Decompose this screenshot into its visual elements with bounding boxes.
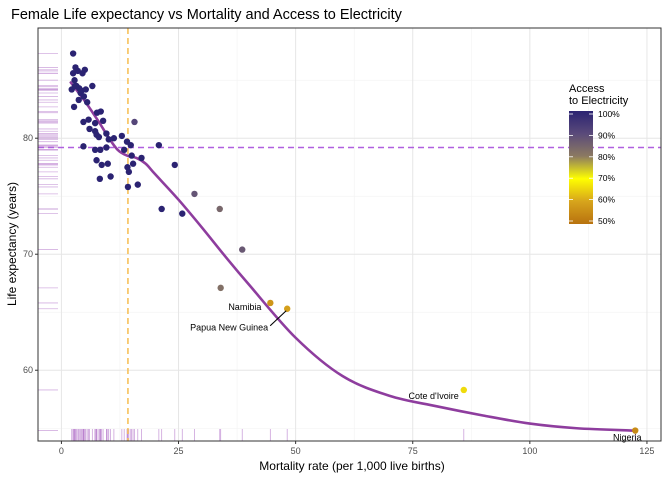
country-point — [632, 427, 639, 434]
country-point — [103, 144, 110, 151]
x-axis-title: Mortality rate (per 1,000 live births) — [259, 459, 444, 473]
country-point — [134, 181, 141, 188]
country-point — [138, 154, 145, 162]
country-point — [127, 141, 134, 149]
legend-label: 90% — [598, 130, 615, 140]
trend-curve — [69, 81, 635, 432]
x-tick-label: 0 — [59, 446, 64, 456]
country-point — [75, 96, 82, 104]
legend-label: 60% — [598, 195, 615, 205]
country-point — [155, 141, 163, 149]
country-point — [93, 157, 100, 164]
country-point — [460, 386, 467, 394]
country-point — [99, 117, 107, 125]
country-point — [85, 116, 92, 123]
country-point — [103, 130, 110, 137]
country-point — [239, 246, 246, 253]
rug-layer — [38, 53, 636, 441]
country-point — [128, 152, 135, 159]
country-point — [191, 190, 198, 198]
country-point — [83, 99, 91, 106]
country-point — [82, 86, 89, 93]
country-point — [216, 205, 223, 213]
legend-colorbar — [569, 111, 593, 224]
country-point — [179, 210, 186, 217]
country-point — [125, 168, 133, 176]
country-point — [124, 183, 132, 191]
y-tick-label: 80 — [23, 133, 33, 143]
country-point — [158, 205, 165, 213]
legend-label: 50% — [598, 216, 615, 226]
country-point — [98, 161, 105, 169]
annotation-label: Cote d'Ivoire — [409, 391, 459, 401]
x-tick-label: 100 — [522, 446, 537, 456]
country-point — [110, 135, 118, 142]
country-point — [284, 305, 291, 312]
country-point — [129, 160, 137, 167]
country-point — [120, 146, 128, 154]
legend-title: to Electricity — [569, 95, 629, 107]
country-point — [70, 103, 78, 111]
country-point — [267, 299, 274, 307]
country-point — [71, 77, 78, 84]
x-tick-label: 75 — [408, 446, 418, 456]
y-tick-label: 70 — [23, 249, 33, 259]
chart-title: Female Life expectancy vs Mortality and … — [11, 7, 403, 23]
country-point — [89, 82, 96, 90]
country-point — [131, 118, 138, 126]
panel-border — [37, 27, 662, 442]
plot-panel — [38, 28, 661, 441]
country-point — [96, 175, 104, 183]
legend-title: Access — [569, 83, 605, 95]
annotation-label: Namibia — [228, 302, 261, 312]
y-axis-title: Life expectancy (years) — [5, 182, 19, 306]
x-tick-label: 25 — [174, 446, 184, 456]
country-point — [80, 118, 87, 126]
country-point — [91, 119, 99, 127]
country-point — [118, 132, 126, 140]
country-point — [81, 66, 89, 73]
country-point — [107, 173, 114, 180]
legend-label: 80% — [598, 152, 615, 162]
reference-lines — [38, 28, 661, 441]
country-point — [86, 125, 93, 133]
annotation-leader — [269, 310, 287, 327]
annotation-layer: Namibia Papua New Guinea Cote d'Ivoire Nige… — [190, 302, 641, 443]
y-tick-label: 60 — [23, 365, 33, 375]
x-tick-label: 125 — [639, 446, 654, 456]
annotation-label: Papua New Guinea — [190, 323, 268, 333]
country-point — [171, 161, 178, 169]
point-layer — [68, 50, 639, 434]
plot-background — [38, 28, 661, 441]
country-point — [91, 146, 99, 154]
x-tick-label: 50 — [291, 446, 301, 456]
country-point — [69, 50, 77, 57]
country-point — [80, 143, 87, 150]
country-point — [104, 160, 111, 167]
country-point — [97, 108, 104, 115]
legend-label: 100% — [598, 109, 620, 119]
country-point — [105, 136, 112, 143]
country-point — [93, 131, 100, 138]
country-point — [217, 284, 224, 292]
trend-layer — [69, 81, 635, 432]
annotation-label: Nigeria — [613, 433, 642, 443]
legend-label: 70% — [598, 173, 615, 183]
axis-layer: 0 25 50 75 100 125 60 70 80 — [23, 27, 662, 456]
country-point — [97, 146, 104, 154]
country-point — [80, 93, 88, 100]
